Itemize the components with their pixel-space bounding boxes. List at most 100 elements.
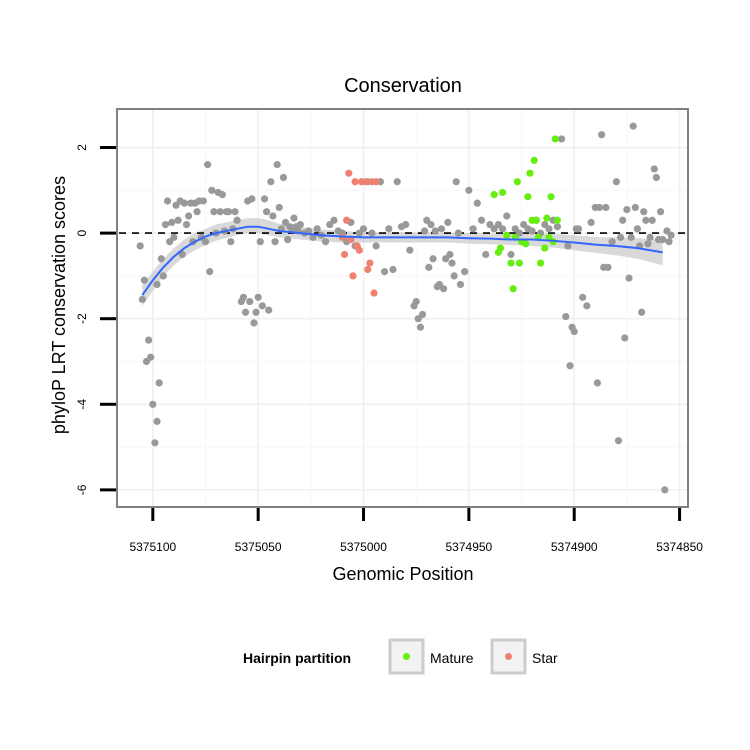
point-other [562,312,570,321]
point-other [170,233,178,241]
point-other [185,212,193,220]
point-star [351,178,359,186]
point-other [439,285,448,293]
plot-border [116,108,689,508]
point-mature [509,285,517,293]
point-mature [522,240,530,248]
point-other [204,161,212,169]
y-tick-label: -4 [75,399,89,410]
point-other [231,208,239,216]
point-other [598,131,606,139]
point-other [157,255,165,263]
point-other [608,238,616,246]
point-other [180,199,189,207]
point-other [159,272,167,280]
point-other [296,220,304,229]
x-tick-label: 5374900 [551,540,598,554]
point-mature [541,244,549,252]
point-other [155,379,163,387]
point-mature [515,259,524,267]
point-other [393,178,401,186]
point-other [604,263,612,271]
point-other [456,280,465,289]
point-other [612,178,620,186]
y-tick-label: 0 [75,229,89,236]
chart-title: Conservation [344,75,462,97]
point-star [362,178,370,186]
point-mature [513,178,521,186]
legend-label-mature: Mature [430,650,474,666]
point-other [627,233,635,241]
point-other [275,203,283,212]
point-mature [547,193,555,201]
smooth-trend-line [141,225,663,296]
point-mature [532,216,540,224]
legend-item-mature: Mature [388,638,474,675]
point-other [206,268,214,276]
point-other [380,268,389,276]
point-other [140,276,148,284]
point-other [661,486,669,494]
point-other [279,173,288,182]
point-other [227,238,235,246]
point-other [528,227,536,235]
point-other [461,268,469,276]
point-mature [507,259,515,267]
point-other [330,216,338,224]
point-other [444,218,452,227]
point-other [216,208,224,216]
point-other [246,297,254,306]
point-other [168,218,176,227]
point-other [642,216,650,224]
plot-background [117,109,688,507]
point-other [163,197,172,205]
point-other [450,272,458,280]
point-mature [553,216,561,224]
point-other [161,220,170,229]
point-other [616,233,625,241]
point-other [429,255,437,263]
point-other [239,293,248,301]
point-other [553,223,561,231]
point-other [648,216,656,224]
point-other [621,334,629,342]
point-other [448,259,456,267]
x-axis-title: Genomic Position [332,564,473,584]
point-other [210,208,218,216]
point-other [151,439,159,447]
point-other [640,208,648,216]
point-star [364,265,372,274]
point-other [321,238,330,246]
point-other [427,220,435,229]
point-star [340,250,349,259]
point-other [667,231,675,239]
point-other [574,225,583,233]
point-other [260,195,269,203]
point-other [138,295,146,304]
x-tick-label: 5375100 [129,540,176,554]
point-other [437,225,446,233]
point-other [566,362,574,370]
point-other [201,238,210,246]
point-other [646,233,654,241]
point-other [446,250,454,259]
point-other [416,323,425,331]
point-other [153,417,161,426]
point-mature [551,135,559,143]
point-mature [496,244,505,252]
point-other [412,297,420,306]
point-star [355,246,363,254]
point-star [370,289,378,297]
point-other [593,379,601,387]
point-star [345,169,353,177]
point-other [659,235,667,244]
point-other [273,161,281,169]
point-other [313,225,321,233]
x-tick-label: 5375000 [340,540,387,554]
point-other [469,225,477,233]
y-tick-label: 2 [75,144,89,151]
point-mature [498,188,507,197]
point-other [252,308,260,316]
point-other [248,195,256,203]
